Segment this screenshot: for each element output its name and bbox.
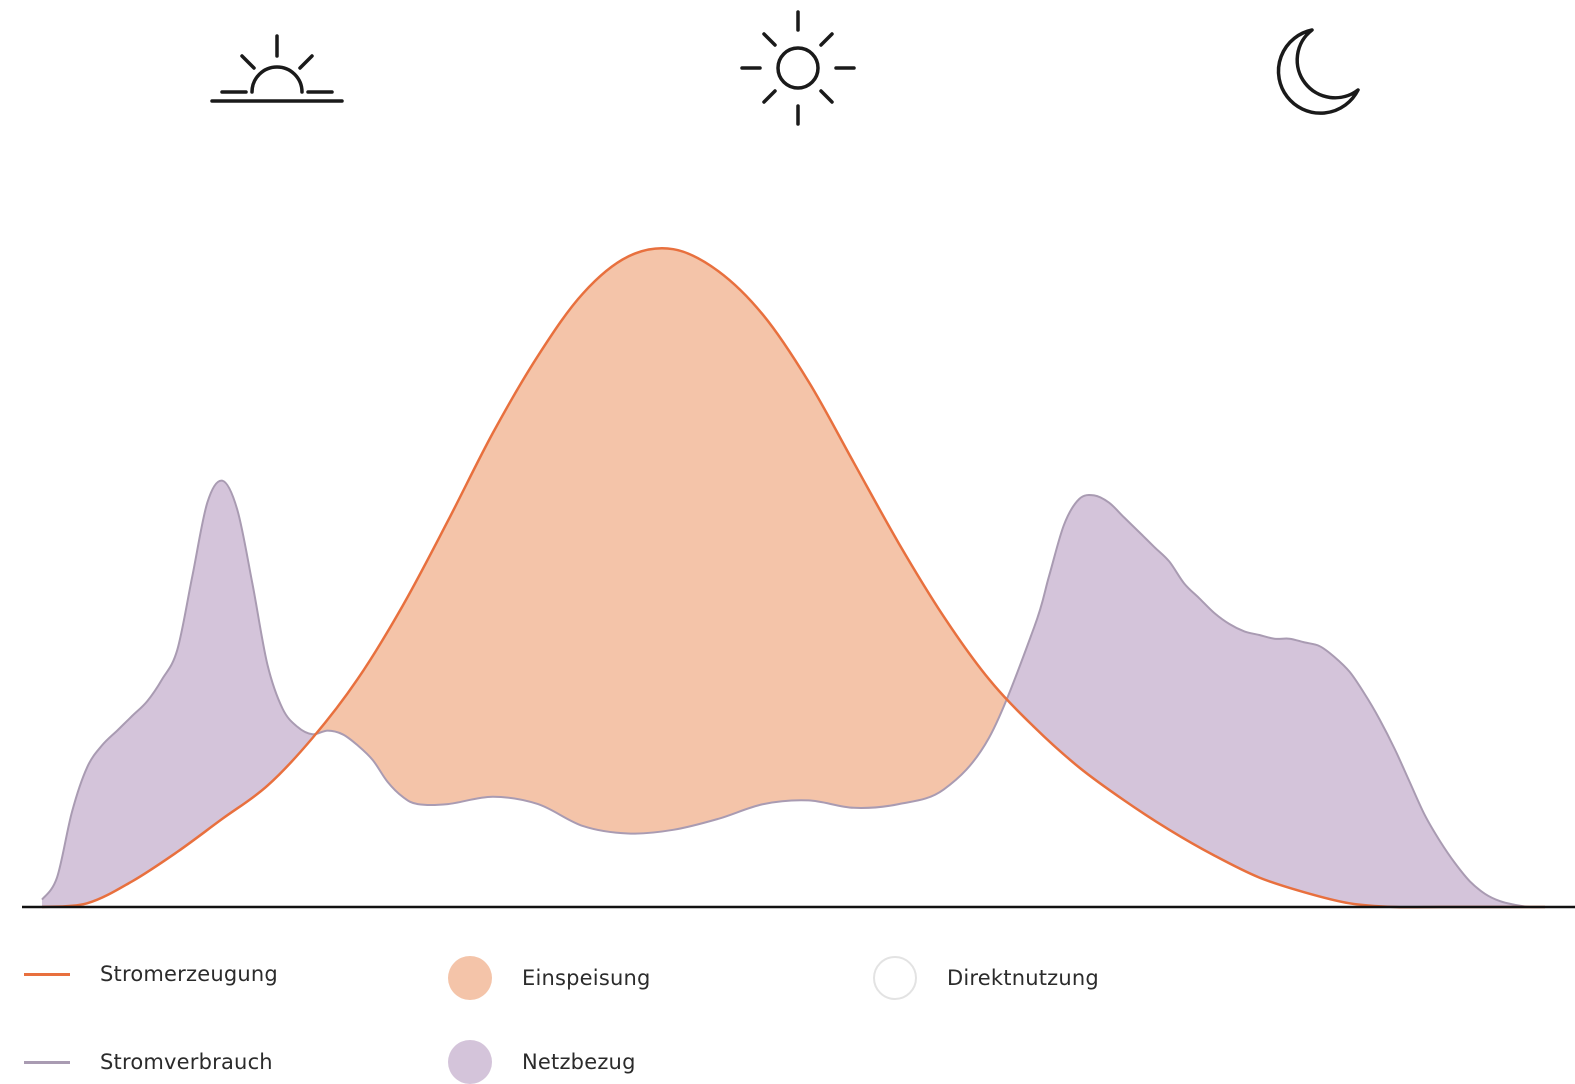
legend-label-consumption: Stromverbrauch xyxy=(100,1050,273,1074)
generation-line xyxy=(41,247,1545,909)
moon-icon xyxy=(1276,28,1360,115)
sunrise-icon xyxy=(210,34,344,103)
grid-supply-swatch xyxy=(448,1040,492,1084)
legend-item-generation: Stromerzeugung xyxy=(24,962,278,986)
legend-label-feed-in: Einspeisung xyxy=(522,966,651,990)
direct-use-swatch xyxy=(873,956,917,1000)
feed-in-swatch xyxy=(448,956,492,1000)
legend-item-consumption: Stromverbrauch xyxy=(24,1050,273,1074)
generation-line-swatch xyxy=(24,972,70,976)
legend-label-grid: Netzbezug xyxy=(522,1050,636,1074)
sun-icon xyxy=(740,10,856,126)
legend-item-grid: Netzbezug xyxy=(448,1040,636,1084)
legend-item-direct-use: Direktnutzung xyxy=(873,956,1099,1000)
legend-label-direct-use: Direktnutzung xyxy=(947,966,1099,990)
consumption-line xyxy=(41,479,1546,909)
feed-in-area xyxy=(42,248,1545,908)
consumption-line-swatch xyxy=(24,1060,70,1064)
legend-label-generation: Stromerzeugung xyxy=(100,962,278,986)
legend-item-feed-in: Einspeisung xyxy=(448,956,651,1000)
grid-supply-area xyxy=(42,480,1545,908)
